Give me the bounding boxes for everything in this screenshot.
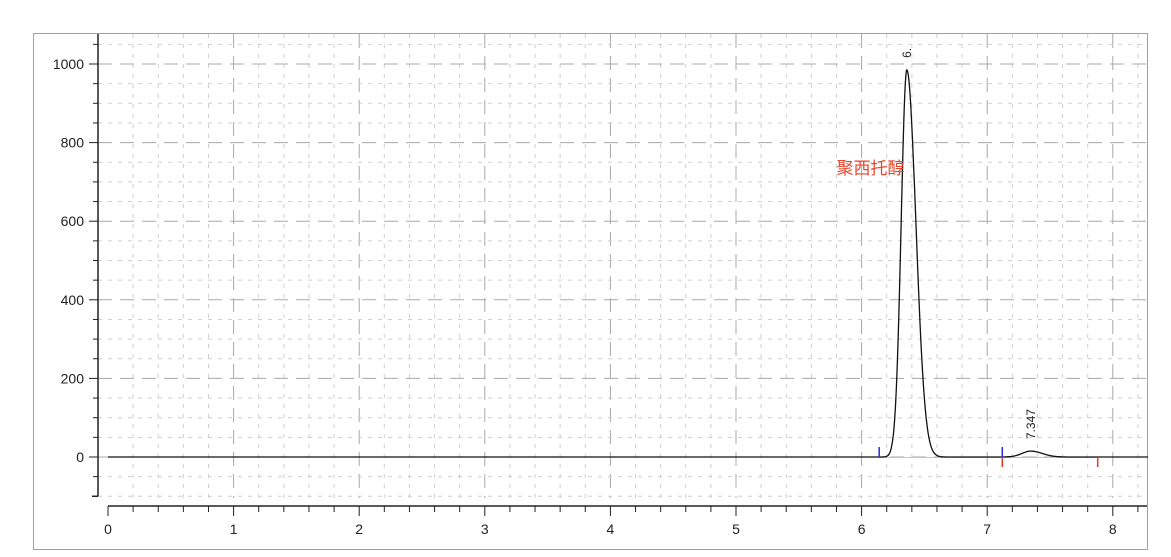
peak-label: 6. <box>900 48 914 58</box>
y-tick-label: 1000 <box>53 56 84 72</box>
y-tick-label: 200 <box>61 370 85 386</box>
signal-trace <box>108 68 1148 458</box>
tick-labels: 0 200 400 600 800 1000 0 1 2 3 4 5 6 7 8 <box>53 56 1117 537</box>
x-tick-label: 6 <box>858 521 866 537</box>
x-tick-label: 5 <box>732 521 740 537</box>
x-tick-label: 4 <box>607 521 615 537</box>
trace-group <box>108 68 1148 458</box>
compound-annotation: 聚西托醇 <box>836 159 904 179</box>
x-tick-label: 1 <box>230 521 238 537</box>
plot-frame <box>33 33 1148 550</box>
axes <box>89 34 1147 516</box>
x-tick-label: 0 <box>104 521 112 537</box>
x-tick-label: 3 <box>481 521 489 537</box>
y-tick-label: 600 <box>61 213 85 229</box>
x-tick-label: 7 <box>983 521 991 537</box>
grid <box>98 34 1147 498</box>
x-tick-label: 2 <box>355 521 363 537</box>
x-tick-label: 8 <box>1109 521 1117 537</box>
y-tick-label: 0 <box>76 449 84 465</box>
integration-markers <box>878 447 1099 467</box>
y-tick-label: 800 <box>61 135 85 151</box>
peak-label: 7.347 <box>1024 409 1038 439</box>
y-tick-label: 400 <box>61 292 85 308</box>
peak-labels: 6. 7.347 <box>900 48 1038 439</box>
